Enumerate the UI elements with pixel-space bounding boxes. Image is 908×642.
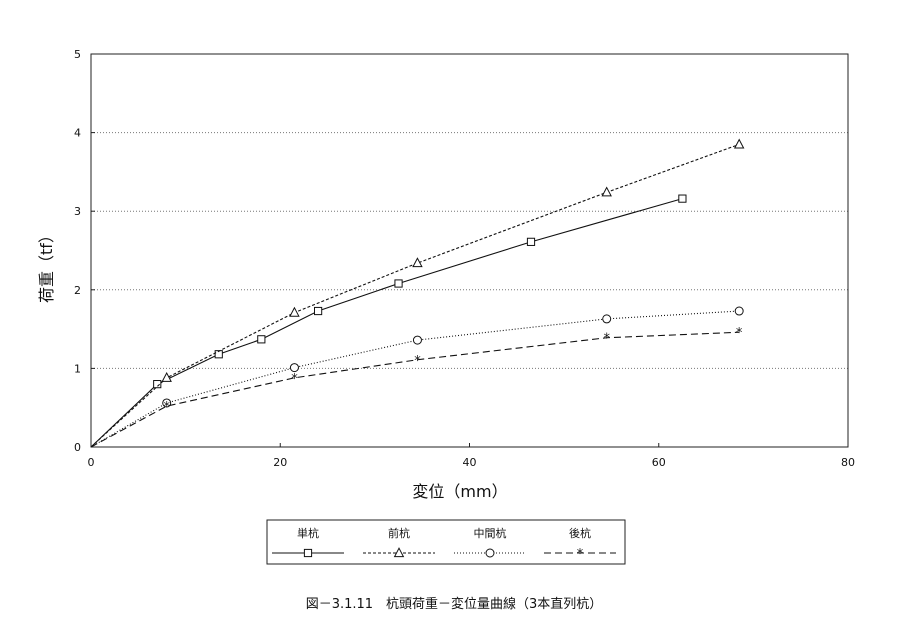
y-tick-label: 1 — [74, 362, 81, 375]
data-point: * — [414, 354, 421, 369]
y-tick-label: 3 — [74, 205, 81, 218]
x-tick-label: 80 — [841, 456, 855, 469]
series-line — [90, 143, 740, 448]
legend-label: 前杭 — [388, 526, 410, 540]
data-point — [257, 335, 266, 344]
series-line — [90, 331, 740, 448]
legend-marker — [393, 547, 405, 558]
x-tick-label: 0 — [88, 456, 95, 469]
series-lines: * * * * * — [90, 138, 745, 448]
x-tick-label: 60 — [652, 456, 666, 469]
data-point: * — [736, 326, 743, 341]
data-point — [412, 257, 423, 268]
data-point — [289, 306, 300, 317]
data-point — [161, 371, 172, 382]
data-point — [394, 279, 403, 288]
data-point — [289, 363, 299, 373]
y-tick-label: 0 — [74, 441, 81, 454]
legend-box — [266, 519, 626, 565]
series-2 — [90, 138, 745, 448]
grid-lines — [91, 132, 848, 369]
x-tick-label: 20 — [273, 456, 287, 469]
data-point: * — [163, 400, 170, 415]
data-point — [526, 237, 536, 246]
series-4: * * * * * — [90, 326, 743, 448]
figure-caption: 図－3.1.11 杭頭荷重－変位量曲線（3本直列杭） — [306, 596, 603, 612]
data-point — [733, 138, 745, 149]
legend-marker — [303, 548, 313, 558]
legend-marker — [485, 548, 495, 558]
data-point — [153, 380, 162, 389]
series-line — [90, 310, 740, 448]
y-tick-label: 4 — [74, 127, 81, 140]
axis-ticks: 0 1 2 3 4 5 0 20 40 60 80 — [74, 48, 855, 469]
data-point: * — [291, 372, 298, 387]
legend-label: 後杭 — [569, 526, 591, 540]
y-tick-label: 5 — [74, 48, 81, 61]
x-axis-title: 変位（mm） — [412, 482, 507, 501]
data-point — [601, 186, 612, 197]
y-tick-label: 2 — [74, 284, 81, 297]
legend-label: 中間杭 — [474, 526, 507, 540]
legend-label: 単杭 — [297, 526, 319, 540]
data-point — [734, 306, 744, 316]
data-point — [162, 398, 172, 408]
series-3 — [90, 306, 744, 448]
data-point: * — [603, 332, 610, 347]
y-axis-title: 荷重（tf） — [37, 227, 56, 303]
data-point — [678, 194, 687, 203]
data-point — [314, 306, 323, 316]
data-point — [602, 314, 612, 324]
x-tick-label: 40 — [463, 456, 477, 469]
legend-marker: * — [577, 547, 584, 562]
legend: 単杭 前杭 中間杭 後杭 * — [272, 526, 616, 562]
data-point — [412, 335, 422, 345]
